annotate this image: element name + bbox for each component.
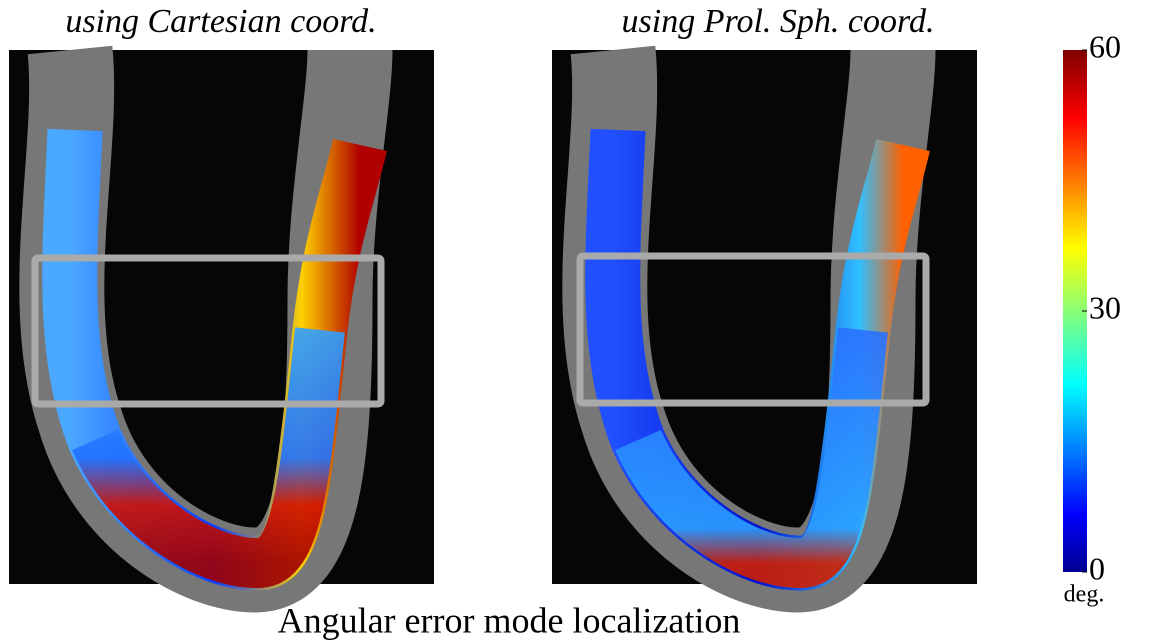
- caption: Angular error mode localization: [278, 600, 741, 640]
- panel-image: [552, 45, 977, 613]
- panel-title: using Prol. Sph. coord.: [622, 3, 935, 40]
- colorbar-tick-label: 60: [1089, 28, 1121, 64]
- colorbar-tick-label: 30: [1089, 289, 1121, 325]
- colorbar-unit: deg.: [1064, 582, 1105, 608]
- panel-image: [9, 45, 434, 613]
- colorbar-tick-label: 0: [1089, 550, 1105, 586]
- panel-title: using Cartesian coord.: [65, 3, 376, 40]
